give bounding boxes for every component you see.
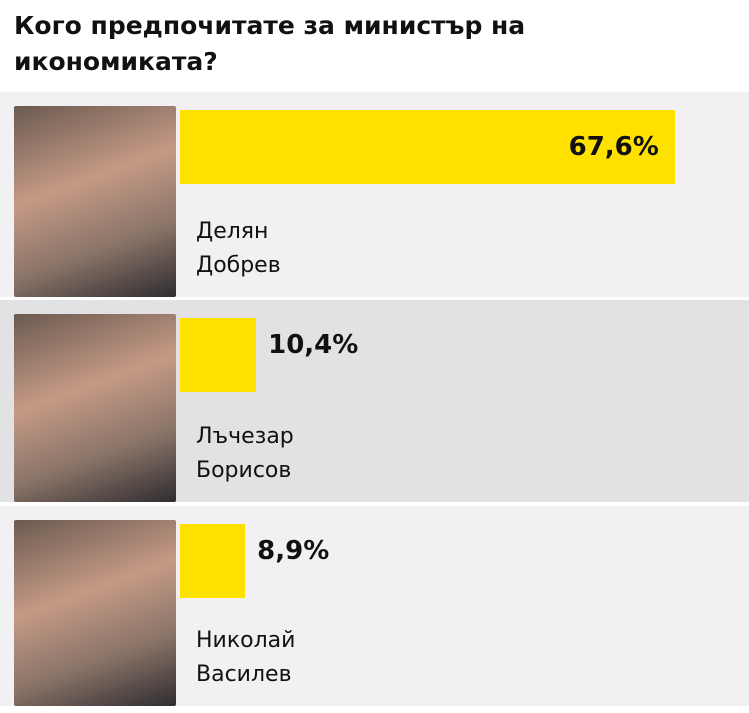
category-label: Николай Василев	[196, 628, 296, 687]
row: 8,9% Николай Василев	[0, 506, 749, 706]
category-label: Лъчезар Борисов	[196, 424, 294, 483]
chart-title: Кого предпочитате за министър на икономи…	[14, 11, 526, 76]
row: 10,4% Лъчезар Борисов	[0, 300, 749, 502]
photo	[14, 314, 176, 502]
bar	[180, 318, 257, 392]
row: 67,6% Делян Добрев	[0, 92, 749, 297]
photo	[14, 520, 176, 706]
value-label: 10,4%	[268, 330, 359, 360]
bar	[180, 110, 675, 184]
value-label: 67,6%	[568, 132, 659, 162]
bar	[180, 524, 246, 598]
photo	[14, 106, 176, 297]
value-label: 8,9%	[257, 536, 330, 566]
category-label: Делян Добрев	[196, 219, 281, 278]
